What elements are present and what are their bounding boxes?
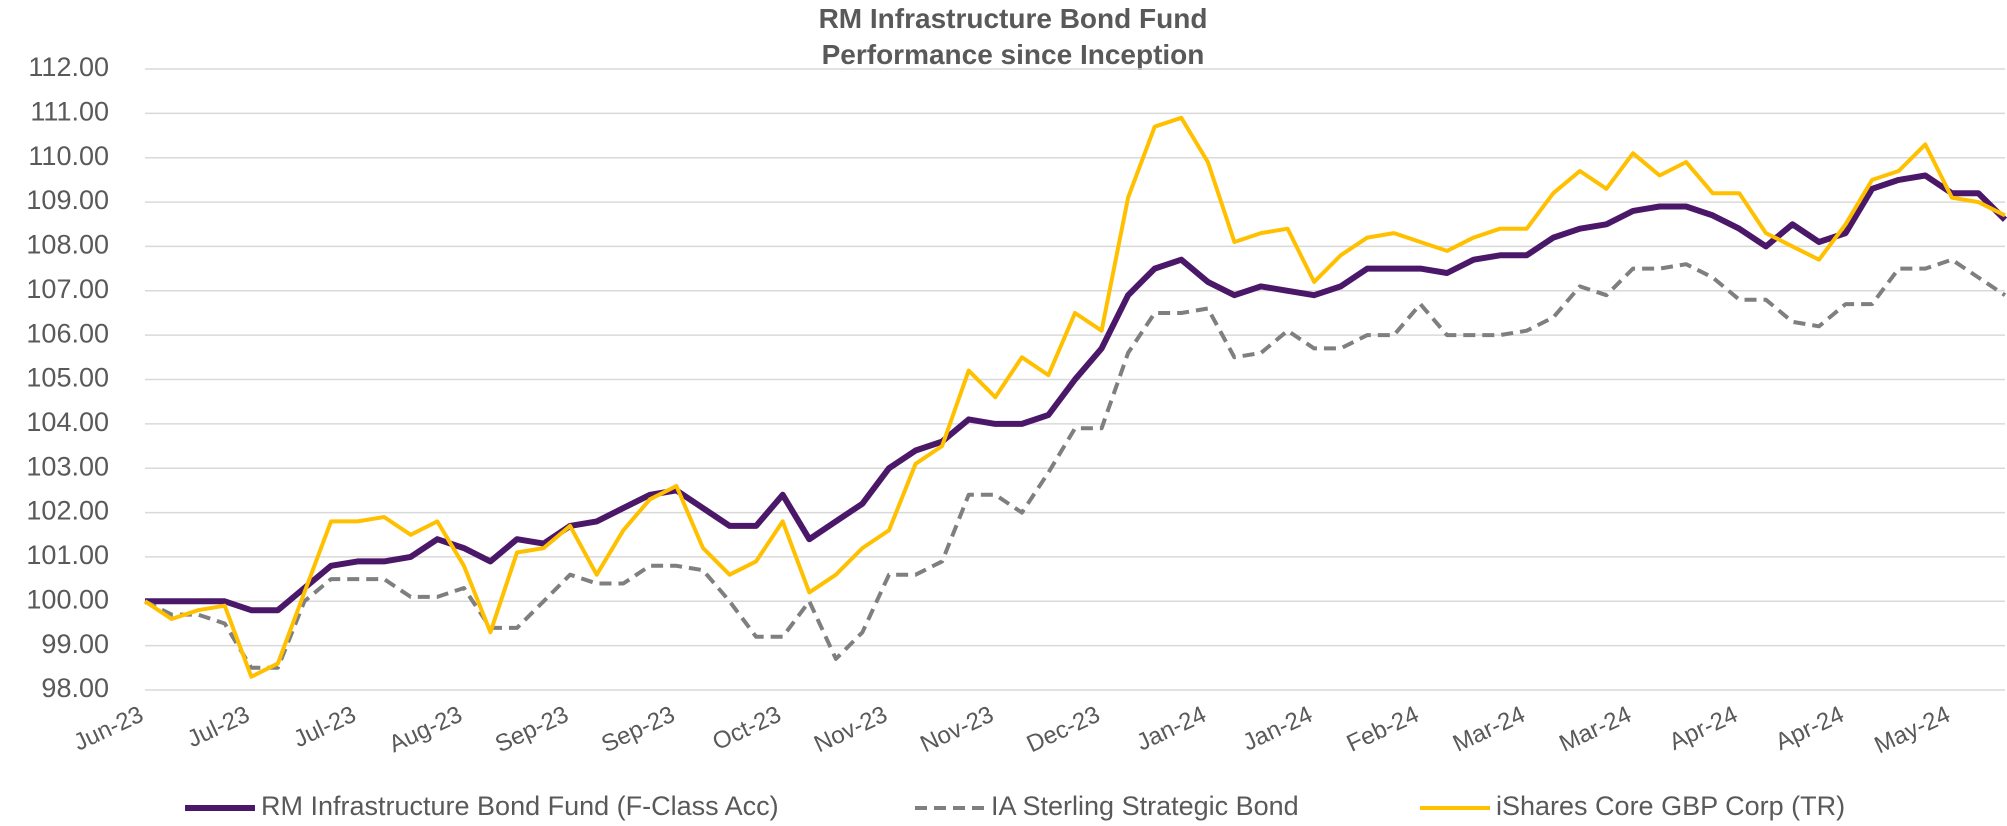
y-tick-label: 110.00: [28, 141, 109, 171]
y-tick-label: 101.00: [26, 540, 109, 570]
y-tick-label: 111.00: [30, 96, 109, 126]
x-tick-label: Jan-24: [1239, 701, 1317, 756]
x-tick-label: Jan-24: [1132, 701, 1210, 756]
chart-title: RM Infrastructure Bond Fund: [819, 3, 1208, 34]
y-tick-label: 102.00: [26, 496, 109, 526]
legend-label: IA Sterling Strategic Bond: [991, 791, 1299, 821]
y-tick-label: 107.00: [26, 274, 109, 304]
y-tick-label: 103.00: [26, 451, 109, 481]
y-tick-label: 108.00: [26, 230, 109, 260]
y-tick-label: 105.00: [26, 363, 109, 393]
x-tick-label: Sep-23: [597, 701, 679, 758]
y-tick-label: 112.00: [28, 52, 109, 82]
y-tick-label: 99.00: [41, 629, 109, 659]
x-tick-label: Jun-23: [70, 701, 148, 756]
x-tick-label: Jul-23: [289, 701, 360, 753]
x-tick-label: Feb-24: [1343, 701, 1423, 758]
y-tick-label: 104.00: [26, 407, 109, 437]
series-line: [145, 172, 2007, 614]
x-tick-label: Nov-23: [916, 701, 998, 758]
x-tick-label: Jul-23: [183, 701, 254, 753]
x-tick-label: Aug-23: [385, 701, 467, 758]
y-tick-label: 98.00: [41, 673, 109, 703]
x-tick-label: Oct-23: [709, 701, 786, 756]
series-line: [144, 257, 2007, 670]
legend-label: iShares Core GBP Corp (TR): [1496, 791, 1845, 821]
legend-label: RM Infrastructure Bond Fund (F-Class Acc…: [261, 791, 779, 821]
x-tick-label: Sep-23: [491, 701, 573, 758]
x-tick-label: Nov-23: [810, 701, 892, 758]
x-tick-label: Mar-24: [1449, 701, 1529, 758]
chart-subtitle: Performance since Inception: [822, 39, 1205, 70]
y-tick-label: 106.00: [26, 318, 109, 348]
x-tick-label: Mar-24: [1555, 701, 1635, 758]
x-tick-label: May-24: [1870, 701, 1954, 759]
y-tick-label: 100.00: [26, 584, 109, 614]
x-tick-label: Apr-24: [1665, 701, 1742, 756]
x-tick-label: Dec-23: [1023, 701, 1105, 758]
series-line: [143, 115, 2006, 679]
y-tick-label: 109.00: [26, 185, 109, 215]
x-tick-label: Apr-24: [1771, 701, 1848, 756]
